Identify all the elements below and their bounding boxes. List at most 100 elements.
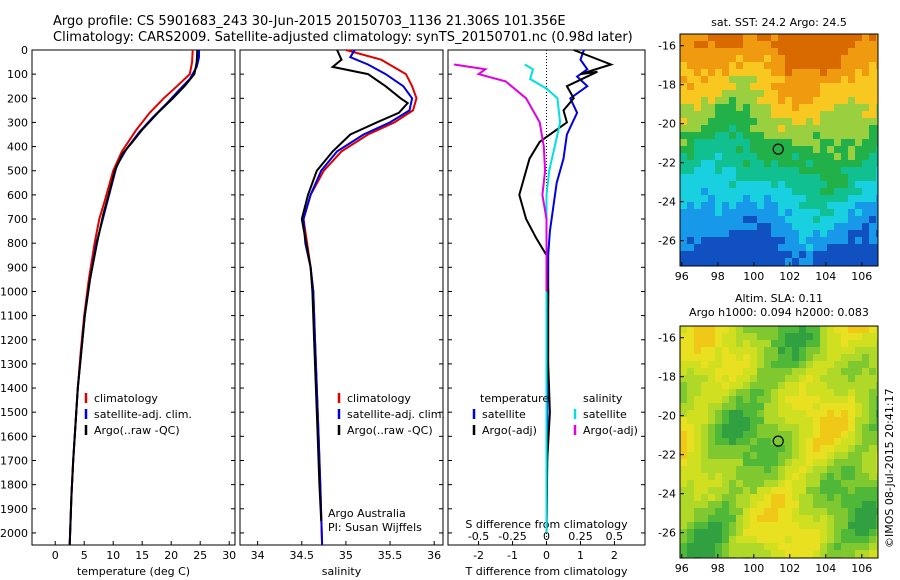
x-tick-label: 1: [577, 549, 584, 562]
depth-tick-label: 600: [7, 189, 28, 202]
temp-legend-label: satellite-adj. clim.: [94, 408, 192, 421]
x-tick-label: 34: [251, 549, 265, 562]
sst-map-y-tick-label: -22: [658, 157, 676, 170]
sla-map-frame: [679, 325, 879, 559]
x-axis-label: temperature (deg C): [77, 565, 190, 578]
x-tick-label: 10: [106, 549, 120, 562]
sal-legend-label: climatology: [347, 392, 411, 405]
sla-map-x-tick-label: 100: [743, 562, 764, 575]
depth-tick-label: 500: [7, 165, 28, 178]
legend-temperature-title: temperature: [480, 392, 549, 405]
sst-map-x-tick-label: 98: [711, 270, 725, 283]
x-tick-label: 36: [427, 549, 441, 562]
temp-legend-label: Argo(..raw -QC): [94, 424, 180, 437]
temperature-series-2: [68, 50, 200, 546]
sst-map-x-tick-label: 96: [675, 270, 689, 283]
t-diff-legend-label: satellite: [482, 408, 526, 421]
temperature-series-3: [68, 49, 199, 546]
x-tick-label: 34.5: [290, 549, 315, 562]
sst-map-y-tick-label: -20: [658, 118, 676, 131]
x-tick-label: 20: [164, 549, 178, 562]
sst-map-x-tick-label: 106: [851, 270, 872, 283]
t-diff-argo-series: [518, 49, 615, 533]
depth-tick-label: 1600: [0, 430, 28, 443]
depth-tick-label: 1700: [0, 454, 28, 467]
depth-tick-label: 1200: [0, 334, 28, 347]
depth-tick-label: 800: [7, 237, 28, 250]
sla-map-argo-position-marker: [772, 435, 784, 447]
sst-map-argo-position-marker: [772, 143, 784, 155]
sla-map-x-tick-label: 98: [711, 562, 725, 575]
plot-frame-1: [31, 49, 236, 546]
s-diff-tick-label: 0.25: [568, 530, 593, 543]
depth-tick-label: 1400: [0, 382, 28, 395]
depth-tick-label: 700: [7, 213, 28, 226]
sst-map-y-tick-label: -16: [658, 40, 676, 53]
s-diff-tick-label: 0.5: [606, 530, 624, 543]
sst-map-frame: [679, 33, 879, 267]
depth-tick-label: 0: [21, 44, 28, 57]
sla-map-y-tick-label: -18: [658, 371, 676, 384]
salinity-series-3: [300, 49, 410, 521]
sal-legend-label: Argo(..raw -QC): [347, 424, 433, 437]
depth-tick-label: 1500: [0, 406, 28, 419]
x-axis-label: T difference from climatology: [465, 565, 628, 578]
temp-legend-label: climatology: [94, 392, 158, 405]
x-tick-label: 0: [543, 549, 550, 562]
sla-map-field: [680, 326, 879, 559]
x-tick-label: -1: [507, 549, 518, 562]
sst-map-x-tick-label: 104: [815, 270, 836, 283]
x-tick-label: 35: [339, 549, 353, 562]
depth-tick-label: 1000: [0, 285, 28, 298]
x-tick-label: 35.5: [378, 549, 403, 562]
header-line-2: Climatology: CARS2009. Satellite-adjuste…: [53, 30, 633, 45]
s-diff-legend-label: satellite: [583, 408, 627, 421]
legend-salinity-title: salinity: [583, 392, 623, 405]
depth-tick-label: 1900: [0, 503, 28, 516]
sst-map-y-tick-label: -18: [658, 79, 676, 92]
x-axis-label: salinity: [322, 565, 362, 578]
sla-map-y-tick-label: -20: [658, 410, 676, 423]
x-tick-label: 25: [193, 549, 207, 562]
sst-map-y-tick-label: -26: [658, 235, 676, 248]
depth-tick-label: 400: [7, 141, 28, 154]
depth-tick-label: 1100: [0, 310, 28, 323]
s-diff-argo-series: [453, 63, 548, 292]
sst-map-y-tick-label: -24: [658, 196, 676, 209]
x-tick-label: -2: [473, 549, 484, 562]
depth-tick-label: 100: [7, 68, 28, 81]
sla-map-title-line-1: Altim. SLA: 0.11: [735, 292, 823, 305]
depth-tick-label: 200: [7, 92, 28, 105]
sla-map-y-tick-label: -24: [658, 488, 676, 501]
sst-map-field: [680, 34, 879, 267]
sal-legend-label: satellite-adj. clim.: [347, 408, 445, 421]
sla-map-title-line-2: Argo h1000: 0.094 h2000: 0.083: [689, 306, 869, 319]
sst-map-x-tick-label: 102: [779, 270, 800, 283]
sla-map-y-tick-label: -16: [658, 332, 676, 345]
plot-frame-2: [239, 49, 444, 546]
depth-tick-label: 900: [7, 261, 28, 274]
s-diff-legend-label: Argo(-adj): [583, 424, 638, 437]
sst-map-title: sat. SST: 24.2 Argo: 24.5: [711, 16, 847, 29]
watermark: ©IMOS 08-Jul-2015 20:41:17: [883, 388, 896, 548]
credit-line-1: Argo Australia: [328, 507, 406, 520]
s-diff-tick-label: -0.25: [498, 530, 526, 543]
sla-map-x-tick-label: 102: [779, 562, 800, 575]
s-diff-tick-label: -0.5: [468, 530, 489, 543]
depth-tick-label: 1300: [0, 358, 28, 371]
depth-tick-label: 2000: [0, 527, 28, 540]
sla-map-x-tick-label: 96: [675, 562, 689, 575]
depth-tick-label: 1800: [0, 479, 28, 492]
x-tick-label: 15: [135, 549, 149, 562]
header-line-1: Argo profile: CS 5901683_243 30-Jun-2015…: [53, 14, 566, 29]
sst-map-x-tick-label: 100: [743, 270, 764, 283]
x-tick-label: 30: [222, 549, 236, 562]
x-tick-label: 2: [611, 549, 618, 562]
sla-map-x-tick-label: 106: [851, 562, 872, 575]
sla-map-y-tick-label: -22: [658, 449, 676, 462]
sla-map-x-tick-label: 104: [815, 562, 836, 575]
sla-map-y-tick-label: -26: [658, 527, 676, 540]
depth-tick-label: 300: [7, 116, 28, 129]
x-tick-label: 0: [52, 549, 59, 562]
